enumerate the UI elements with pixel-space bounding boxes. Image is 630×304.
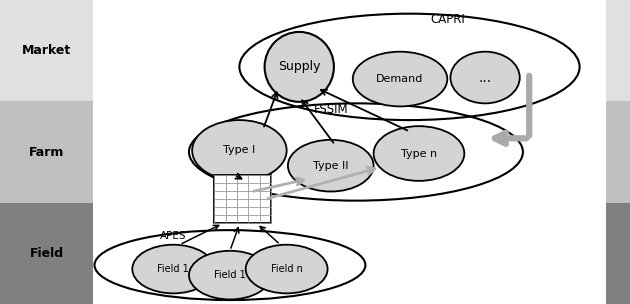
- Text: CAPRI: CAPRI: [430, 13, 465, 26]
- Text: Farm: Farm: [29, 146, 64, 158]
- Text: Type n: Type n: [401, 149, 437, 158]
- Bar: [0, 0, 93, 101]
- Bar: [606, 203, 630, 304]
- Text: APES: APES: [160, 231, 186, 241]
- Text: ...: ...: [479, 71, 491, 85]
- Ellipse shape: [288, 140, 374, 192]
- Bar: [606, 0, 630, 101]
- Text: Field 1: Field 1: [158, 264, 189, 274]
- Text: Field 1: Field 1: [214, 270, 246, 280]
- Ellipse shape: [265, 32, 334, 102]
- Ellipse shape: [374, 126, 464, 181]
- Text: Supply: Supply: [278, 60, 321, 73]
- Text: Field n: Field n: [271, 264, 302, 274]
- Text: Market: Market: [22, 44, 71, 57]
- Text: Type II: Type II: [313, 161, 348, 171]
- Ellipse shape: [189, 251, 271, 299]
- Bar: [214, 175, 271, 223]
- Ellipse shape: [132, 245, 214, 293]
- Ellipse shape: [192, 120, 287, 181]
- Text: Type I: Type I: [223, 146, 256, 155]
- Bar: [606, 101, 630, 203]
- Text: Field: Field: [30, 247, 64, 260]
- Ellipse shape: [353, 52, 447, 106]
- Bar: [0, 101, 93, 203]
- Text: Demand: Demand: [376, 74, 424, 84]
- Text: FSSIM: FSSIM: [314, 103, 348, 116]
- Ellipse shape: [450, 52, 520, 103]
- Ellipse shape: [246, 245, 328, 293]
- Bar: [0, 203, 93, 304]
